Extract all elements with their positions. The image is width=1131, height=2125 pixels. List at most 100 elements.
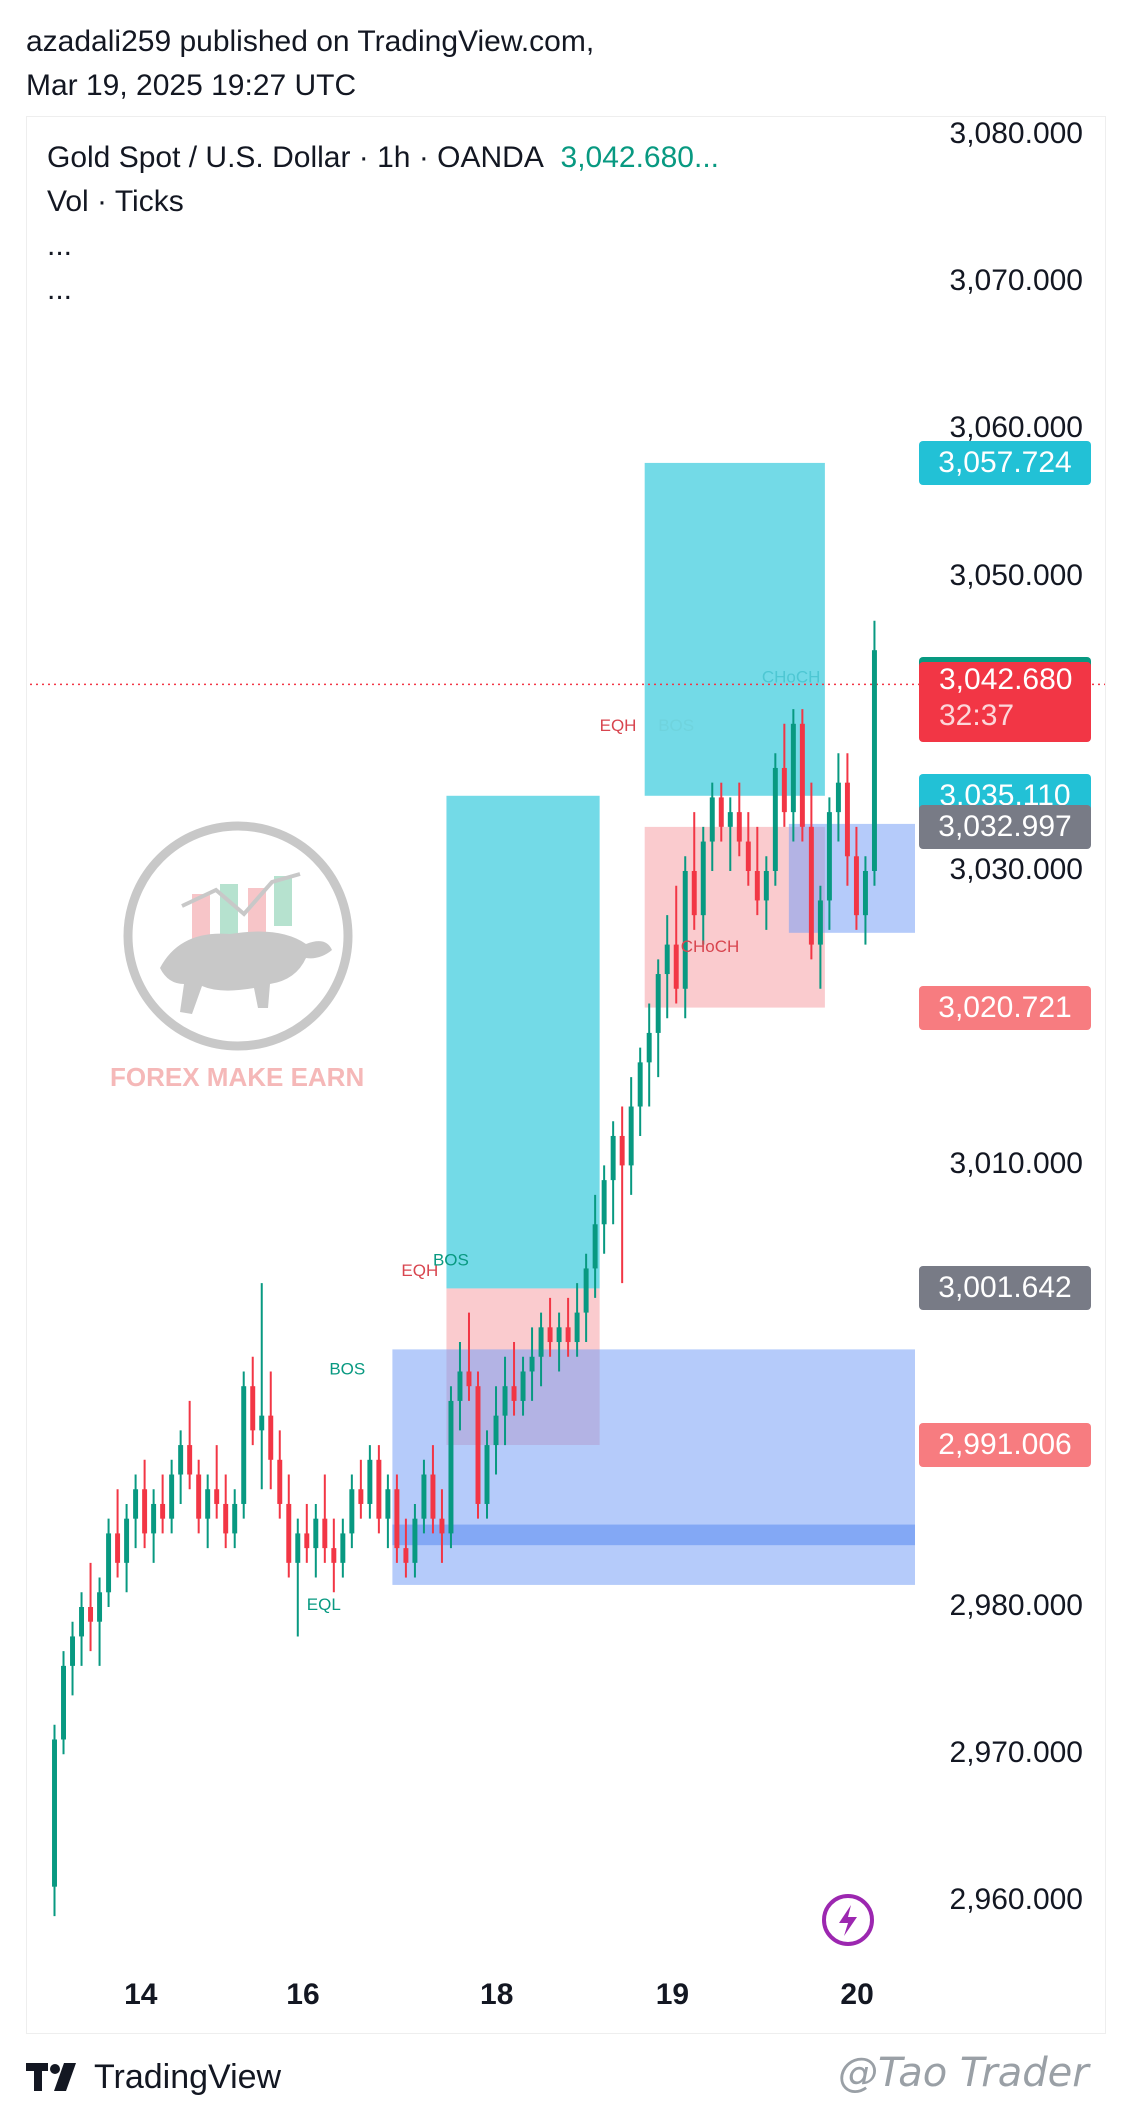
publisher-line: azadali259 published on TradingView.com, [26,25,595,58]
candle-body [772,767,778,871]
chart-frame[interactable] [26,116,1106,2034]
candle-body [529,1356,535,1372]
tradingview-wordmark: TradingView [94,2058,282,2096]
candle-body [313,1518,319,1549]
price-axis-tick: 3,070.000 [949,264,1083,298]
annotation-label: BOS [329,1359,365,1378]
price-axis-tick: 3,030.000 [949,853,1083,886]
candle-body [700,841,706,916]
candle-body [403,1548,409,1563]
legend-more-1[interactable]: ... [47,229,73,262]
publish-date: Mar 19, 2025 19:27 UTC [26,69,357,102]
zone-cyan [446,795,600,1289]
price-tag: 3,020.721 [919,985,1091,1030]
candle-body [79,1607,85,1637]
candle-body [664,944,670,975]
tradingview-logo[interactable]: TradingView [26,2058,281,2097]
candle-body [862,871,868,916]
candle-body [646,1032,652,1063]
price-tag: 3,057.724 [919,440,1091,485]
signature-watermark: @Tao Trader [838,2050,1089,2096]
candle-body [205,1489,211,1519]
candle-body [151,1503,157,1534]
time-axis-tick: 18 [480,1978,514,2011]
candle-body [556,1327,562,1343]
candle-body [241,1386,247,1504]
candle-body [754,871,760,901]
candle-body [106,1533,112,1593]
annotation-label: EQH [600,716,637,735]
candle-body [268,1415,274,1460]
price-axis-tick: 2,960.000 [949,1883,1083,1917]
candle-body [871,650,877,871]
candle-body [124,1518,130,1563]
candle-body [97,1592,103,1622]
time-axis-tick: 16 [286,1978,320,2011]
time-axis-tick: 19 [655,1978,690,2011]
candle-body [295,1533,301,1563]
candle-body [538,1327,544,1357]
candle-body [709,797,715,842]
annotation-label: EQH [401,1261,438,1280]
candle-body [799,723,805,827]
price-tag: 3,042.680 32:37 [919,662,1091,743]
price-axis-tick: 3,080.000 [949,117,1083,150]
legend-more-2[interactable]: ... [47,273,73,306]
price-tag: 3,001.642 [919,1266,1091,1311]
candle-body [592,1224,598,1269]
candle-body [187,1445,193,1475]
candle-body [484,1445,490,1504]
candle-body [808,826,814,945]
lightning-icon[interactable] [820,1892,876,1948]
candle-body [763,871,769,901]
candle-body [331,1548,337,1563]
tradingview-logo-icon [26,2062,76,2091]
candle-body [448,1400,454,1534]
candle-body [601,1180,607,1225]
candle-body [286,1503,292,1563]
candle-body [853,856,859,916]
watermark-brand: FOREX MAKE EARN [110,1062,365,1092]
candle-body [610,1135,616,1181]
zone-cyan [644,462,825,796]
zone-blue [788,823,915,933]
candle-body [367,1459,373,1504]
candle-body [412,1518,418,1563]
candle-body [169,1474,175,1519]
candle-body [511,1386,517,1401]
symbol-title[interactable]: Gold Spot / U.S. Dollar · 1h · OANDA [47,141,544,174]
annotation-label: EQL [307,1595,341,1614]
price-tag: 2,991.006 [919,1422,1091,1467]
candle-body [790,723,796,813]
price-axis-tick: 3,050.000 [949,558,1083,592]
price-axis-tick: 2,980.000 [949,1589,1083,1622]
candle-body [133,1489,139,1519]
indicator-title[interactable]: Vol · Ticks [47,185,184,218]
candle-body [682,871,688,989]
publisher-info: azadali259 published on TradingView.com,… [26,20,594,108]
candle-body [250,1386,256,1431]
candle-body [547,1327,553,1343]
candle-body [565,1327,571,1343]
annotation-label: CHoCH [681,937,740,956]
candle-body [493,1415,499,1446]
candle-body [466,1371,472,1387]
price-axis-tick: 3,060.000 [949,411,1083,445]
candle-body [394,1489,400,1549]
time-axis-tick: 14 [124,1978,158,2011]
candle-body [88,1607,94,1622]
price-axis-tick: 3,010.000 [949,1147,1083,1181]
candle-body [196,1474,202,1519]
candle-body [817,900,823,945]
candle-body [214,1489,220,1504]
candle-body [304,1533,310,1549]
candle-body [223,1503,229,1534]
candle-body [349,1489,355,1534]
chart-legend: Gold Spot / U.S. Dollar · 1h · OANDA 3,0… [47,136,719,312]
time-axis-tick: 20 [840,1978,874,2011]
candle-body [358,1489,364,1504]
candle-body [637,1062,643,1107]
candle-body [583,1268,589,1313]
candle-body [385,1489,391,1519]
